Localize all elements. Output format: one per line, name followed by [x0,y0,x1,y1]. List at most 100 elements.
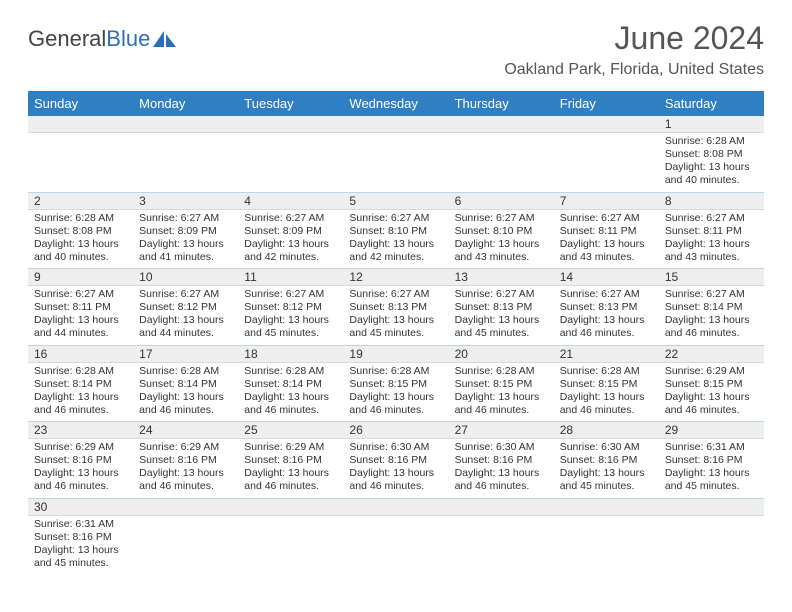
sunset-text: Sunset: 8:08 PM [665,148,758,161]
day-number-bar [659,499,764,516]
sunset-text: Sunset: 8:15 PM [665,378,758,391]
daylight-text: Daylight: 13 hours and 46 minutes. [455,391,548,417]
day-number: 7 [554,193,659,210]
day-details: Sunrise: 6:27 AMSunset: 8:14 PMDaylight:… [659,286,764,345]
daylight-text: Daylight: 13 hours and 45 minutes. [349,314,442,340]
sunrise-text: Sunrise: 6:27 AM [139,288,232,301]
sunrise-text: Sunrise: 6:27 AM [560,288,653,301]
daylight-text: Daylight: 13 hours and 43 minutes. [665,238,758,264]
calendar-day-cell: 9Sunrise: 6:27 AMSunset: 8:11 PMDaylight… [28,269,133,346]
sunrise-text: Sunrise: 6:30 AM [349,441,442,454]
day-details: Sunrise: 6:28 AMSunset: 8:15 PMDaylight:… [449,363,554,422]
day-number: 12 [343,269,448,286]
calendar-empty-cell [28,116,133,192]
sunset-text: Sunset: 8:14 PM [244,378,337,391]
calendar-empty-cell [659,498,764,574]
sunrise-text: Sunrise: 6:31 AM [34,518,127,531]
day-number: 26 [343,422,448,439]
daylight-text: Daylight: 13 hours and 45 minutes. [665,467,758,493]
calendar-day-cell: 17Sunrise: 6:28 AMSunset: 8:14 PMDayligh… [133,345,238,422]
day-details: Sunrise: 6:27 AMSunset: 8:09 PMDaylight:… [238,210,343,269]
sunset-text: Sunset: 8:16 PM [455,454,548,467]
calendar-body: 1Sunrise: 6:28 AMSunset: 8:08 PMDaylight… [28,116,764,574]
daylight-text: Daylight: 13 hours and 46 minutes. [560,314,653,340]
daylight-text: Daylight: 13 hours and 46 minutes. [349,391,442,417]
calendar-day-cell: 3Sunrise: 6:27 AMSunset: 8:09 PMDaylight… [133,192,238,269]
day-number: 8 [659,193,764,210]
sunrise-text: Sunrise: 6:28 AM [665,135,758,148]
daylight-text: Daylight: 13 hours and 46 minutes. [665,391,758,417]
calendar-empty-cell [133,116,238,192]
sunrise-text: Sunrise: 6:28 AM [560,365,653,378]
calendar-day-cell: 23Sunrise: 6:29 AMSunset: 8:16 PMDayligh… [28,422,133,499]
sunset-text: Sunset: 8:09 PM [244,225,337,238]
calendar-day-cell: 24Sunrise: 6:29 AMSunset: 8:16 PMDayligh… [133,422,238,499]
sunrise-text: Sunrise: 6:29 AM [665,365,758,378]
calendar-day-cell: 1Sunrise: 6:28 AMSunset: 8:08 PMDaylight… [659,116,764,192]
sunset-text: Sunset: 8:12 PM [244,301,337,314]
calendar-day-cell: 29Sunrise: 6:31 AMSunset: 8:16 PMDayligh… [659,422,764,499]
sunrise-text: Sunrise: 6:27 AM [349,212,442,225]
day-details: Sunrise: 6:27 AMSunset: 8:11 PMDaylight:… [659,210,764,269]
daylight-text: Daylight: 13 hours and 44 minutes. [34,314,127,340]
calendar-day-cell: 25Sunrise: 6:29 AMSunset: 8:16 PMDayligh… [238,422,343,499]
sunrise-text: Sunrise: 6:28 AM [34,212,127,225]
day-details: Sunrise: 6:28 AMSunset: 8:08 PMDaylight:… [28,210,133,269]
sunrise-text: Sunrise: 6:28 AM [139,365,232,378]
calendar-week-row: 2Sunrise: 6:28 AMSunset: 8:08 PMDaylight… [28,192,764,269]
day-number: 18 [238,346,343,363]
day-number: 10 [133,269,238,286]
sunrise-text: Sunrise: 6:29 AM [139,441,232,454]
location: Oakland Park, Florida, United States [504,61,764,79]
daylight-text: Daylight: 13 hours and 45 minutes. [244,314,337,340]
day-number-bar [449,116,554,133]
day-number: 3 [133,193,238,210]
sunrise-text: Sunrise: 6:28 AM [455,365,548,378]
day-number: 5 [343,193,448,210]
day-details: Sunrise: 6:30 AMSunset: 8:16 PMDaylight:… [343,439,448,498]
calendar-day-cell: 11Sunrise: 6:27 AMSunset: 8:12 PMDayligh… [238,269,343,346]
sunrise-text: Sunrise: 6:27 AM [455,212,548,225]
calendar-day-cell: 28Sunrise: 6:30 AMSunset: 8:16 PMDayligh… [554,422,659,499]
day-details: Sunrise: 6:28 AMSunset: 8:15 PMDaylight:… [554,363,659,422]
calendar-day-cell: 19Sunrise: 6:28 AMSunset: 8:15 PMDayligh… [343,345,448,422]
day-number: 9 [28,269,133,286]
day-number: 6 [449,193,554,210]
month-title: June 2024 [504,20,764,57]
day-number: 13 [449,269,554,286]
sunrise-text: Sunrise: 6:30 AM [455,441,548,454]
calendar-table: SundayMondayTuesdayWednesdayThursdayFrid… [28,91,764,574]
daylight-text: Daylight: 13 hours and 46 minutes. [34,467,127,493]
sunrise-text: Sunrise: 6:31 AM [665,441,758,454]
sunset-text: Sunset: 8:15 PM [455,378,548,391]
day-details: Sunrise: 6:28 AMSunset: 8:15 PMDaylight:… [343,363,448,422]
calendar-day-cell: 12Sunrise: 6:27 AMSunset: 8:13 PMDayligh… [343,269,448,346]
weekday-header-row: SundayMondayTuesdayWednesdayThursdayFrid… [28,91,764,116]
calendar-empty-cell [133,498,238,574]
daylight-text: Daylight: 13 hours and 43 minutes. [560,238,653,264]
sunset-text: Sunset: 8:12 PM [139,301,232,314]
sunrise-text: Sunrise: 6:27 AM [139,212,232,225]
day-details: Sunrise: 6:27 AMSunset: 8:13 PMDaylight:… [554,286,659,345]
weekday-header: Tuesday [238,91,343,116]
day-number: 11 [238,269,343,286]
daylight-text: Daylight: 13 hours and 42 minutes. [244,238,337,264]
sunrise-text: Sunrise: 6:28 AM [349,365,442,378]
calendar-day-cell: 7Sunrise: 6:27 AMSunset: 8:11 PMDaylight… [554,192,659,269]
weekday-header: Thursday [449,91,554,116]
calendar-day-cell: 26Sunrise: 6:30 AMSunset: 8:16 PMDayligh… [343,422,448,499]
calendar-day-cell: 14Sunrise: 6:27 AMSunset: 8:13 PMDayligh… [554,269,659,346]
calendar-week-row: 1Sunrise: 6:28 AMSunset: 8:08 PMDaylight… [28,116,764,192]
header: GeneralBlue June 2024 Oakland Park, Flor… [28,20,764,79]
brand-part2: Blue [106,26,150,52]
day-details: Sunrise: 6:30 AMSunset: 8:16 PMDaylight:… [554,439,659,498]
calendar-week-row: 30Sunrise: 6:31 AMSunset: 8:16 PMDayligh… [28,498,764,574]
day-number: 24 [133,422,238,439]
day-number: 28 [554,422,659,439]
weekday-header: Wednesday [343,91,448,116]
daylight-text: Daylight: 13 hours and 41 minutes. [139,238,232,264]
sunrise-text: Sunrise: 6:27 AM [455,288,548,301]
weekday-header: Sunday [28,91,133,116]
sunset-text: Sunset: 8:11 PM [560,225,653,238]
daylight-text: Daylight: 13 hours and 46 minutes. [34,391,127,417]
